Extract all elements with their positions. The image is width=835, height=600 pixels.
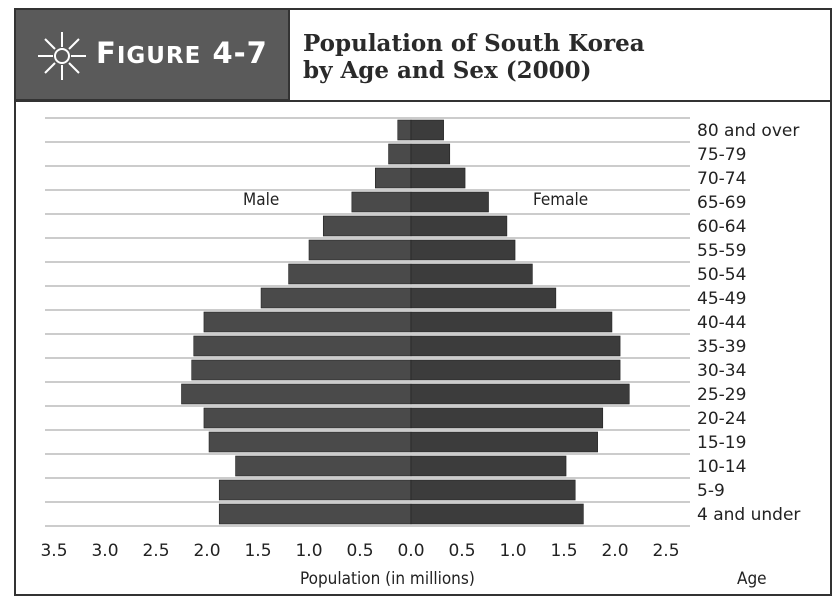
female-bar (410, 383, 630, 405)
x-tick-label: 2.5 (142, 541, 169, 561)
male-bar (351, 191, 412, 213)
age-label: 5-9 (697, 481, 725, 501)
x-tick-label: 2.0 (193, 541, 220, 561)
age-label: 70-74 (697, 169, 746, 189)
female-series-label: Female (533, 190, 589, 210)
x-tick-label: 0.5 (346, 541, 373, 561)
age-label: 45-49 (697, 289, 746, 309)
female-bar (410, 479, 576, 501)
male-bar (218, 503, 412, 525)
male-bar (181, 383, 412, 405)
x-tick-label: 1.5 (550, 541, 577, 561)
female-bar (410, 239, 516, 261)
female-bar (410, 263, 533, 285)
title-line-2: by Age and Sex (2000) (303, 57, 592, 84)
chart-title: Population of South Korea by Age and Sex… (303, 30, 645, 84)
female-bar (410, 167, 466, 189)
x-tick-label: 1.0 (499, 541, 526, 561)
female-bar (410, 215, 508, 237)
male-bar (374, 167, 412, 189)
age-label: 55-59 (697, 241, 746, 261)
age-label: 40-44 (697, 313, 746, 333)
male-bar (191, 359, 412, 381)
x-tick-label: 1.0 (295, 541, 322, 561)
x-axis-title: Population (in millions) (300, 569, 475, 589)
male-series-label: Male (243, 190, 280, 210)
age-label: 80 and over (697, 121, 799, 141)
female-bar (410, 119, 444, 141)
female-bar (410, 503, 584, 525)
female-bar (410, 143, 451, 165)
figure-label-big: F (96, 36, 117, 70)
male-bar (193, 335, 412, 357)
male-bar (397, 119, 412, 141)
male-bar (288, 263, 412, 285)
y-axis-title: Age (737, 569, 767, 589)
male-bar (322, 215, 412, 237)
age-label: 15-19 (697, 433, 746, 453)
male-bar (388, 143, 412, 165)
female-bar (410, 287, 557, 309)
header-divider (14, 100, 832, 102)
age-label: 30-34 (697, 361, 746, 381)
x-tick-label: 2.0 (601, 541, 628, 561)
age-label: 50-54 (697, 265, 746, 285)
male-bar (235, 455, 412, 477)
female-bar (410, 431, 598, 453)
age-label: 35-39 (697, 337, 746, 357)
starburst-icon (38, 32, 86, 80)
male-bar (308, 239, 412, 261)
age-label: 65-69 (697, 193, 746, 213)
x-tick-label: 1.5 (244, 541, 271, 561)
male-bar (208, 431, 412, 453)
age-label: 25-29 (697, 385, 746, 405)
age-label: 75-79 (697, 145, 746, 165)
figure-label-rest: IGURE (116, 43, 202, 69)
female-bar (410, 335, 621, 357)
x-tick-label: 0.0 (397, 541, 424, 561)
age-label: 10-14 (697, 457, 746, 477)
x-tick-label: 3.0 (91, 541, 118, 561)
title-line-1: Population of South Korea (303, 30, 645, 57)
x-tick-label: 2.5 (652, 541, 679, 561)
male-bar (218, 479, 412, 501)
male-bar (260, 287, 412, 309)
figure-number-value: 4-7 (212, 36, 268, 70)
age-label: 4 and under (697, 505, 800, 525)
x-tick-label: 0.5 (448, 541, 475, 561)
age-label: 60-64 (697, 217, 746, 237)
figure-number: FIGURE 4-7 (96, 36, 268, 70)
male-bar (203, 311, 412, 333)
age-label: 20-24 (697, 409, 746, 429)
male-bar (203, 407, 412, 429)
female-bar (410, 311, 613, 333)
female-bar (410, 359, 621, 381)
female-bar (410, 407, 604, 429)
x-tick-label: 3.5 (40, 541, 67, 561)
female-bar (410, 191, 489, 213)
female-bar (410, 455, 567, 477)
